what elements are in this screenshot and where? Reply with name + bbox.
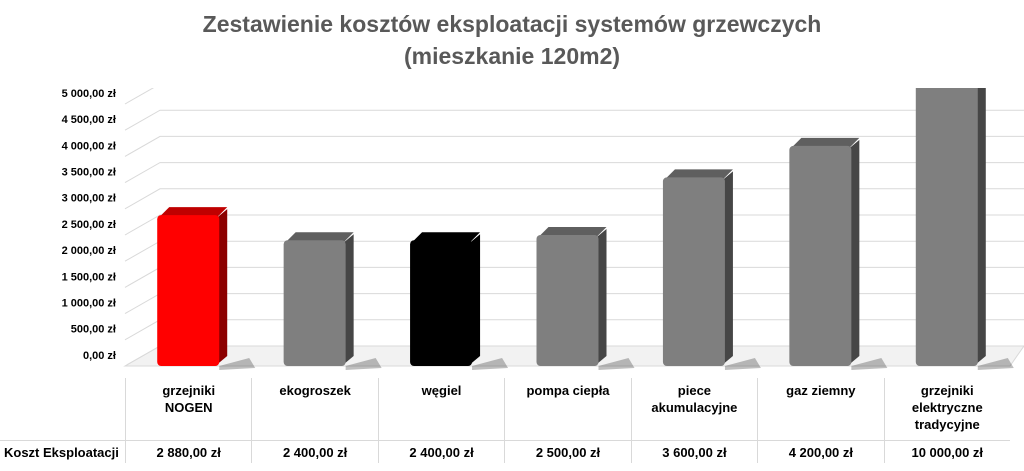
- grid-line: [124, 162, 1024, 184]
- data-table-value: 4 200,00 zł: [757, 440, 884, 463]
- y-tick-label: 1 000,00 zł: [62, 298, 116, 310]
- y-tick-label: 1 500,00 zł: [62, 271, 116, 283]
- y-tick-label: 2 000,00 zł: [62, 245, 116, 257]
- bar: [157, 215, 220, 366]
- data-table-value: 10 000,00 zł: [883, 440, 1010, 463]
- bar: [410, 240, 473, 366]
- bar-shadow: [345, 358, 382, 370]
- bar-shadow: [472, 358, 509, 370]
- bar-top: [791, 137, 860, 148]
- x-category-label: ekogroszek: [251, 378, 377, 440]
- bar-top: [664, 169, 733, 180]
- grid-line: [124, 135, 1024, 157]
- x-category-label: gaz ziemny: [757, 378, 883, 440]
- x-category-label: węgiel: [377, 378, 504, 440]
- y-tick-label: 4 500,00 zł: [62, 114, 116, 126]
- x-category-label: grzejniki elektryczne tradycyjne: [883, 378, 1010, 440]
- y-tick-label: 500,00 zł: [71, 324, 116, 336]
- y-tick-label: 4 000,00 zł: [62, 140, 116, 152]
- grid-line: [124, 214, 1024, 236]
- grid-line: [124, 88, 155, 105]
- bar: [536, 235, 599, 366]
- grid-line: [124, 109, 1024, 131]
- bar-top: [159, 207, 228, 218]
- bar: [283, 240, 346, 366]
- table-row-header: Koszt Eksploatacji: [0, 440, 125, 463]
- bar-top: [412, 232, 481, 243]
- x-category-label: pompa ciepła: [504, 378, 630, 440]
- grid-line: [124, 188, 1024, 210]
- data-table-value: 2 400,00 zł: [377, 440, 505, 463]
- bar-shadow: [598, 358, 635, 370]
- bar-shadow: [977, 358, 1014, 370]
- x-category-label: piece akumulacyjne: [630, 378, 757, 440]
- chart-title: Zestawienie kosztów eksploatacji systemó…: [202, 11, 822, 69]
- bar-top: [538, 227, 607, 237]
- y-tick-label: 2 500,00 zł: [62, 219, 116, 231]
- data-table-value: 3 600,00 zł: [630, 440, 758, 463]
- data-table-value: 2 880,00 zł: [125, 440, 252, 463]
- data-table-value: 2 500,00 zł: [504, 440, 631, 463]
- bar: [789, 145, 852, 366]
- x-category-label: grzejniki NOGEN: [125, 378, 251, 440]
- bar-top: [285, 232, 354, 243]
- bar-shadow: [724, 358, 761, 370]
- bar-shadow: [851, 358, 888, 370]
- data-table-value: 2 400,00 zł: [251, 440, 378, 463]
- y-tick-label: 5 000,00 zł: [62, 88, 116, 100]
- bar-shadow: [219, 358, 256, 370]
- bar: [915, 88, 978, 366]
- y-tick-label: 3 000,00 zł: [62, 193, 116, 205]
- plot-area: [123, 88, 1024, 370]
- y-tick-label: 0,00 zł: [83, 350, 116, 362]
- bar: [662, 177, 725, 366]
- y-tick-label: 3 500,00 zł: [62, 167, 116, 179]
